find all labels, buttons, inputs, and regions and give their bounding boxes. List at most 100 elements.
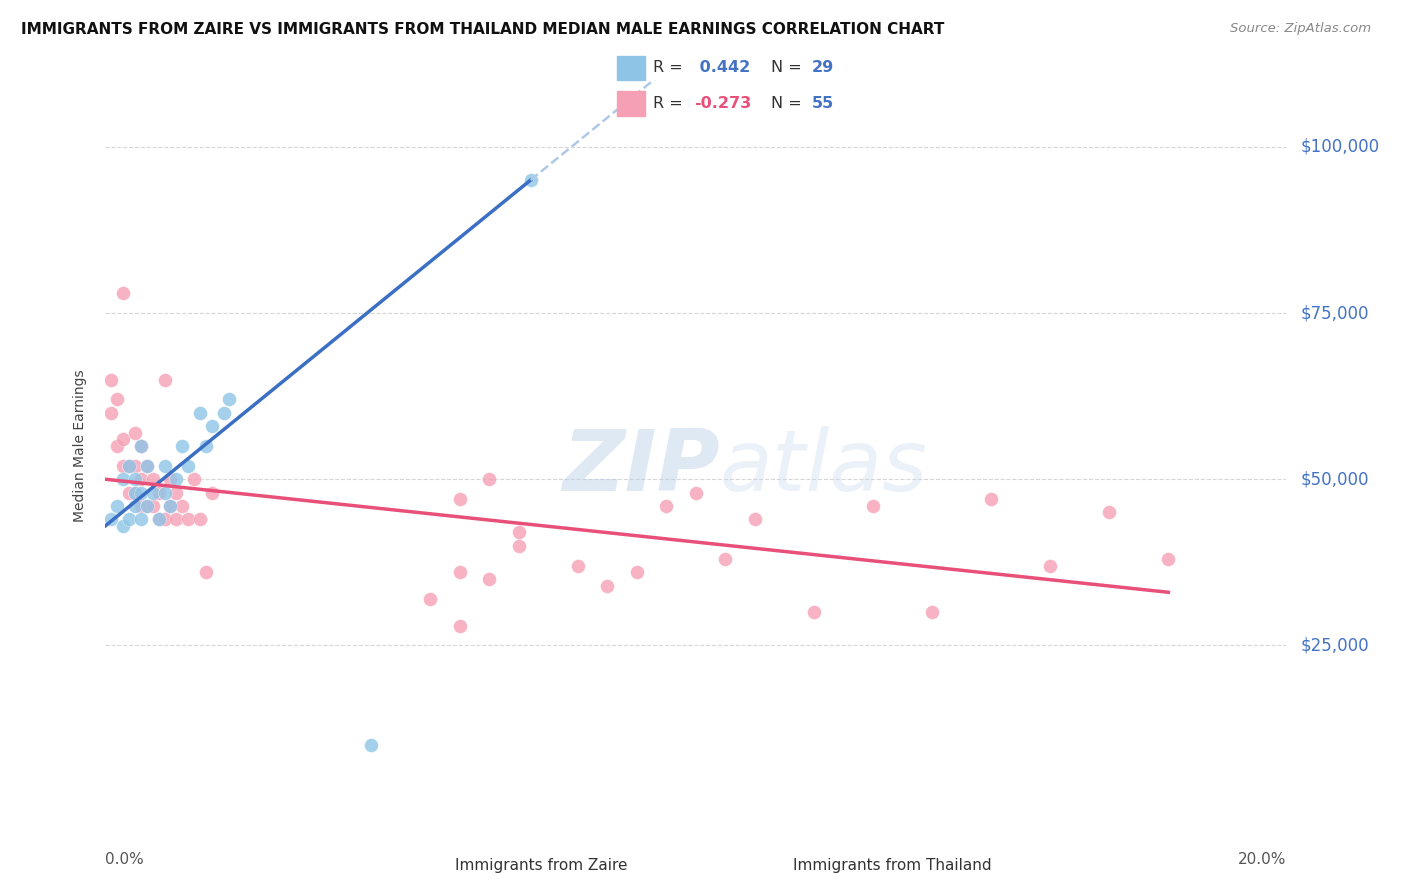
Point bbox=[165, 512, 187, 526]
Point bbox=[142, 485, 165, 500]
Text: 20.0%: 20.0% bbox=[1239, 852, 1286, 867]
Point bbox=[153, 458, 176, 473]
Text: ZIP: ZIP bbox=[562, 426, 720, 509]
Point bbox=[118, 458, 141, 473]
Point bbox=[1039, 558, 1062, 573]
Point bbox=[135, 458, 157, 473]
Point bbox=[449, 566, 471, 580]
Point bbox=[177, 458, 200, 473]
Text: N =: N = bbox=[770, 61, 807, 75]
Point bbox=[519, 173, 541, 187]
Point bbox=[478, 572, 501, 586]
Point bbox=[124, 499, 146, 513]
Text: 0.0%: 0.0% bbox=[105, 852, 145, 867]
Text: Source: ZipAtlas.com: Source: ZipAtlas.com bbox=[1230, 22, 1371, 36]
Point bbox=[508, 525, 530, 540]
Text: Immigrants from Zaire: Immigrants from Zaire bbox=[456, 858, 627, 872]
Text: 29: 29 bbox=[811, 61, 834, 75]
Point bbox=[129, 472, 152, 486]
Text: 55: 55 bbox=[811, 95, 834, 111]
Text: $75,000: $75,000 bbox=[1301, 304, 1369, 322]
Point bbox=[148, 485, 170, 500]
Point bbox=[112, 458, 135, 473]
Point bbox=[188, 406, 211, 420]
Text: 0.442: 0.442 bbox=[695, 61, 751, 75]
Point bbox=[159, 499, 181, 513]
Text: -0.273: -0.273 bbox=[695, 95, 751, 111]
Text: $100,000: $100,000 bbox=[1301, 137, 1379, 156]
Point bbox=[129, 499, 152, 513]
Point bbox=[118, 458, 141, 473]
Point bbox=[1098, 506, 1121, 520]
Text: IMMIGRANTS FROM ZAIRE VS IMMIGRANTS FROM THAILAND MEDIAN MALE EARNINGS CORRELATI: IMMIGRANTS FROM ZAIRE VS IMMIGRANTS FROM… bbox=[21, 22, 945, 37]
Point bbox=[153, 512, 176, 526]
Point bbox=[201, 419, 224, 434]
Point bbox=[449, 618, 471, 632]
Point bbox=[135, 499, 157, 513]
Point bbox=[129, 439, 152, 453]
Point bbox=[172, 439, 194, 453]
Point bbox=[148, 512, 170, 526]
Point bbox=[212, 406, 235, 420]
Point bbox=[862, 499, 884, 513]
Point bbox=[118, 485, 141, 500]
Text: R =: R = bbox=[652, 95, 688, 111]
Text: N =: N = bbox=[770, 95, 807, 111]
Point bbox=[596, 579, 619, 593]
Point bbox=[626, 566, 648, 580]
Point bbox=[172, 499, 194, 513]
Point bbox=[148, 512, 170, 526]
Point bbox=[142, 499, 165, 513]
Point bbox=[744, 512, 766, 526]
Y-axis label: Median Male Earnings: Median Male Earnings bbox=[73, 369, 87, 523]
Text: $50,000: $50,000 bbox=[1301, 470, 1369, 488]
Point bbox=[159, 472, 181, 486]
Bar bbox=[617, 55, 644, 80]
Point bbox=[129, 485, 152, 500]
Point bbox=[142, 472, 165, 486]
Text: atlas: atlas bbox=[720, 426, 928, 509]
Point bbox=[449, 492, 471, 507]
Point bbox=[100, 406, 122, 420]
Point bbox=[803, 605, 825, 619]
Point bbox=[567, 558, 589, 573]
Point bbox=[105, 499, 128, 513]
Point bbox=[201, 485, 224, 500]
Bar bbox=[617, 91, 644, 116]
Point bbox=[478, 472, 501, 486]
Point bbox=[129, 439, 152, 453]
Point bbox=[194, 566, 217, 580]
Point bbox=[714, 552, 737, 566]
Point bbox=[419, 591, 441, 606]
Point bbox=[165, 472, 187, 486]
Point bbox=[177, 512, 200, 526]
Text: R =: R = bbox=[652, 61, 688, 75]
Point bbox=[655, 499, 678, 513]
Text: $25,000: $25,000 bbox=[1301, 637, 1369, 655]
Point bbox=[165, 485, 187, 500]
Point bbox=[100, 512, 122, 526]
Point bbox=[153, 372, 176, 386]
Point bbox=[118, 512, 141, 526]
Point bbox=[124, 472, 146, 486]
Point bbox=[105, 392, 128, 407]
Point bbox=[112, 472, 135, 486]
Point bbox=[124, 485, 146, 500]
Point bbox=[124, 425, 146, 440]
Point bbox=[218, 392, 240, 407]
Point bbox=[188, 512, 211, 526]
Point bbox=[360, 738, 382, 752]
Point bbox=[685, 485, 707, 500]
Point bbox=[153, 485, 176, 500]
Point bbox=[100, 372, 122, 386]
Point bbox=[124, 485, 146, 500]
Point bbox=[112, 433, 135, 447]
Point bbox=[135, 458, 157, 473]
Point bbox=[135, 499, 157, 513]
Point bbox=[112, 518, 135, 533]
Point bbox=[194, 439, 217, 453]
Point bbox=[124, 458, 146, 473]
Point bbox=[921, 605, 943, 619]
Point bbox=[1157, 552, 1180, 566]
Point bbox=[112, 286, 135, 301]
